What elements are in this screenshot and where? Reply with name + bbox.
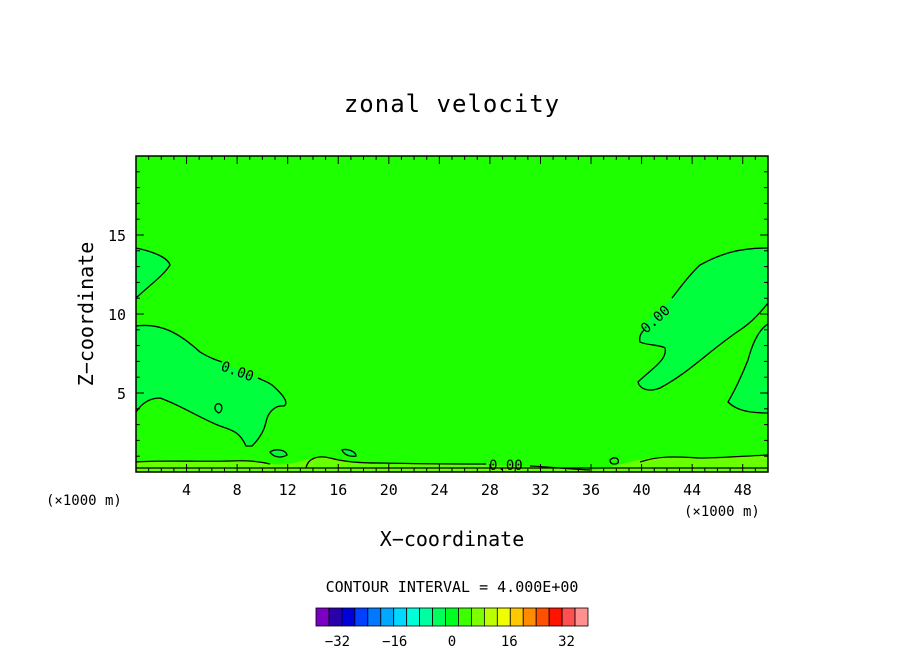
negative-region-blob-left — [214, 403, 222, 413]
negative-region-right-top — [638, 248, 768, 390]
colorbar-swatch — [574, 607, 589, 627]
colorbar-swatch — [419, 607, 433, 627]
colorbar-tick-label: 16 — [501, 634, 518, 650]
colorbar-swatch — [393, 607, 408, 627]
contour-line — [269, 449, 288, 458]
x-tick-label: 12 — [279, 481, 297, 499]
colorbar-tick-labels: −32 −16 0 16 32 — [325, 634, 575, 650]
colorbar-swatch — [406, 607, 421, 627]
contour-line — [135, 377, 287, 447]
colorbar-swatch — [367, 607, 382, 627]
x-tick-label: 24 — [430, 481, 448, 499]
x-axis-unit-left: (×1000 m) — [46, 493, 122, 509]
colorbar-swatch — [380, 607, 395, 627]
contour-line — [639, 454, 769, 463]
colorbar-swatch — [548, 607, 563, 627]
colorbar — [315, 607, 589, 627]
y-tick-label: 5 — [117, 385, 126, 403]
y-tick-label: 10 — [108, 306, 126, 324]
plot-area: 0.00 0.00 0.00 — [135, 155, 769, 474]
colorbar-swatch — [328, 607, 343, 627]
contour-line — [135, 460, 271, 465]
colorbar-tick-label: −16 — [382, 634, 407, 650]
x-tick-label: 28 — [481, 481, 499, 499]
colorbar-tick-label: 32 — [558, 634, 575, 650]
negative-region-blob-mid — [342, 449, 356, 457]
colorbar-swatch — [432, 607, 446, 627]
y-tick-label: 15 — [108, 227, 126, 245]
contour-line — [341, 448, 357, 457]
contour-line — [214, 403, 223, 414]
x-tick-label: 4 — [182, 481, 191, 499]
colorbar-swatch — [496, 607, 511, 627]
contour-line — [609, 457, 620, 465]
chart-title: zonal velocity — [344, 90, 560, 118]
x-tick-label: 40 — [633, 481, 651, 499]
contour-label: 0.00 — [489, 458, 523, 474]
negative-region-left-top — [136, 248, 170, 298]
x-tick-label: 8 — [233, 481, 242, 499]
x-tick-label: 36 — [582, 481, 600, 499]
axis-tick-marks — [136, 156, 768, 472]
negative-region-right-bottom — [728, 324, 768, 413]
contour-line — [305, 456, 487, 469]
colorbar-swatch — [483, 607, 498, 627]
contour-line — [135, 247, 171, 299]
colorbar-swatch — [341, 607, 356, 627]
colorbar-tick-label: 0 — [448, 634, 456, 650]
contour-line — [671, 247, 769, 299]
colorbar-swatch — [458, 607, 472, 627]
x-tick-label: 20 — [380, 481, 398, 499]
colorbar-swatch — [445, 607, 459, 627]
colorbar-swatch — [561, 607, 576, 627]
x-axis-tick-labels: 4 8 12 16 20 24 28 32 36 40 44 48 — [182, 481, 752, 499]
colorbar-tick-label: −32 — [325, 634, 350, 650]
x-tick-label: 44 — [683, 481, 701, 499]
colorbar-swatch — [535, 607, 550, 627]
colorbar-swatch — [315, 607, 330, 627]
x-tick-label: 16 — [329, 481, 347, 499]
negative-region-left-mid — [136, 325, 286, 446]
x-tick-label: 32 — [531, 481, 549, 499]
contour-line — [637, 302, 769, 391]
colorbar-swatch — [522, 607, 537, 627]
x-tick-label: 48 — [734, 481, 752, 499]
colorbar-swatch — [509, 607, 524, 627]
colorbar-swatch — [354, 607, 369, 627]
x-axis-label: X−coordinate — [380, 527, 525, 551]
y-axis-tick-labels: 5 10 15 — [108, 227, 126, 403]
contour-line — [135, 324, 223, 363]
x-axis-unit-right: (×1000 m) — [684, 504, 760, 520]
contour-line — [727, 323, 769, 414]
colorbar-swatch — [471, 607, 485, 627]
y-axis-label: Z−coordinate — [74, 242, 98, 387]
contour-interval-text: CONTOUR INTERVAL = 4.000E+00 — [326, 578, 579, 596]
